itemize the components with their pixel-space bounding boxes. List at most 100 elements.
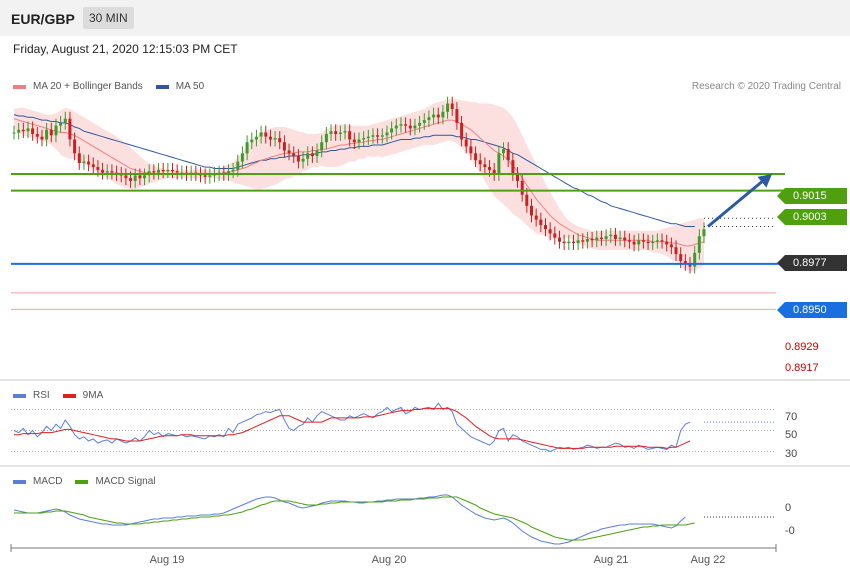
candle-body xyxy=(68,118,72,140)
candle-body xyxy=(544,225,547,230)
candle-body xyxy=(436,114,440,118)
candle-body xyxy=(474,153,478,161)
candle-body xyxy=(82,161,86,163)
candle-body xyxy=(320,142,324,151)
candle-body xyxy=(637,240,641,245)
candle-body xyxy=(329,131,333,134)
header-bar: EUR/GBP 30 MIN xyxy=(0,0,850,36)
candle-body xyxy=(418,122,422,126)
rsi-swatch xyxy=(13,393,26,398)
candle-body xyxy=(511,160,515,174)
candle-body xyxy=(152,171,156,173)
candle-body xyxy=(683,261,687,264)
candle-body xyxy=(380,135,384,137)
candle-body xyxy=(492,169,496,174)
rsi-tick-50: 50 xyxy=(785,429,798,441)
candle-body xyxy=(432,114,436,118)
candle-body xyxy=(21,129,25,132)
macd-tick-neg: -0 xyxy=(785,525,795,537)
candle-body xyxy=(175,171,179,173)
candle-body xyxy=(520,180,524,195)
macd-legend: MACD MACD Signal xyxy=(13,476,155,487)
candle-body xyxy=(334,131,338,134)
candle-body xyxy=(446,103,450,112)
candle-body xyxy=(273,138,277,140)
candle-body xyxy=(478,160,482,165)
candle-body xyxy=(660,240,664,242)
candle-body xyxy=(609,234,613,237)
legend-ma20: MA 20 + Bollinger Bands xyxy=(33,81,143,92)
candle-body xyxy=(254,136,258,140)
candle-body xyxy=(548,229,552,234)
candle-body xyxy=(413,125,417,129)
candle-body xyxy=(259,132,263,137)
candle-body xyxy=(572,241,575,244)
candle-body xyxy=(562,241,566,244)
candle-body xyxy=(646,241,650,244)
symbol-title: EUR/GBP xyxy=(11,11,75,27)
timeframe-badge[interactable]: 30 MIN xyxy=(83,7,134,29)
candle-body xyxy=(250,139,254,143)
rsi-line xyxy=(13,402,691,453)
candle-body xyxy=(655,240,659,242)
candle-body xyxy=(665,241,669,245)
candle-body xyxy=(306,153,310,159)
candle-body xyxy=(208,175,212,177)
legend-ma50: MA 50 xyxy=(175,81,205,92)
candle-body xyxy=(292,153,296,157)
level-label-0: 0.9015 xyxy=(777,188,847,204)
candle-body xyxy=(133,175,137,181)
candle-body xyxy=(427,117,431,121)
candle-body xyxy=(464,139,468,147)
x-tick-aug20: Aug 20 xyxy=(371,554,407,566)
copyright-text: Research © 2020 Trading Central xyxy=(691,81,841,92)
candle-body xyxy=(385,132,389,136)
candle-body xyxy=(45,129,49,140)
candle-body xyxy=(73,139,77,154)
candle-body xyxy=(506,149,510,161)
candle-body xyxy=(166,169,170,172)
candle-body xyxy=(488,167,491,170)
candle-body xyxy=(455,109,459,123)
candle-body xyxy=(469,146,473,154)
candle-body xyxy=(641,240,645,242)
ma20-swatch xyxy=(13,84,26,89)
candle-body xyxy=(338,132,342,134)
candle-body xyxy=(203,175,207,177)
candle-body xyxy=(96,167,100,170)
legend-macd: MACD xyxy=(33,476,63,487)
legend-rsi-ma: 9MA xyxy=(82,390,104,401)
rsi-tick-70: 70 xyxy=(785,411,798,423)
candle-body xyxy=(390,128,394,133)
candle-body xyxy=(669,244,673,248)
projection-arrow-head xyxy=(757,174,772,188)
candle-body xyxy=(310,153,314,157)
candle-body xyxy=(497,153,501,174)
candle-body xyxy=(553,233,557,238)
candle-body xyxy=(157,169,160,173)
candle-body xyxy=(422,120,426,123)
candle-body xyxy=(343,131,347,133)
candle-body xyxy=(296,156,300,162)
x-tick-aug22: Aug 22 xyxy=(690,554,726,566)
candle-body xyxy=(264,132,268,137)
candle-body xyxy=(348,131,352,140)
candle-body xyxy=(408,125,412,129)
candle-body xyxy=(110,171,114,173)
macd-signal-swatch xyxy=(75,479,89,484)
candle-body xyxy=(525,194,529,206)
candle-body xyxy=(324,133,328,143)
candle-body xyxy=(632,241,636,245)
candle-body xyxy=(105,171,109,173)
candle-body xyxy=(623,237,627,241)
x-tick-aug19: Aug 19 xyxy=(149,554,185,566)
candle-body xyxy=(688,263,692,267)
legend-rsi: RSI xyxy=(33,390,50,401)
candle-body xyxy=(240,153,244,162)
candle-body xyxy=(231,169,235,172)
candle-body xyxy=(287,150,291,154)
candle-body xyxy=(534,215,538,220)
candle-body xyxy=(581,240,585,242)
candle-body xyxy=(63,118,67,123)
